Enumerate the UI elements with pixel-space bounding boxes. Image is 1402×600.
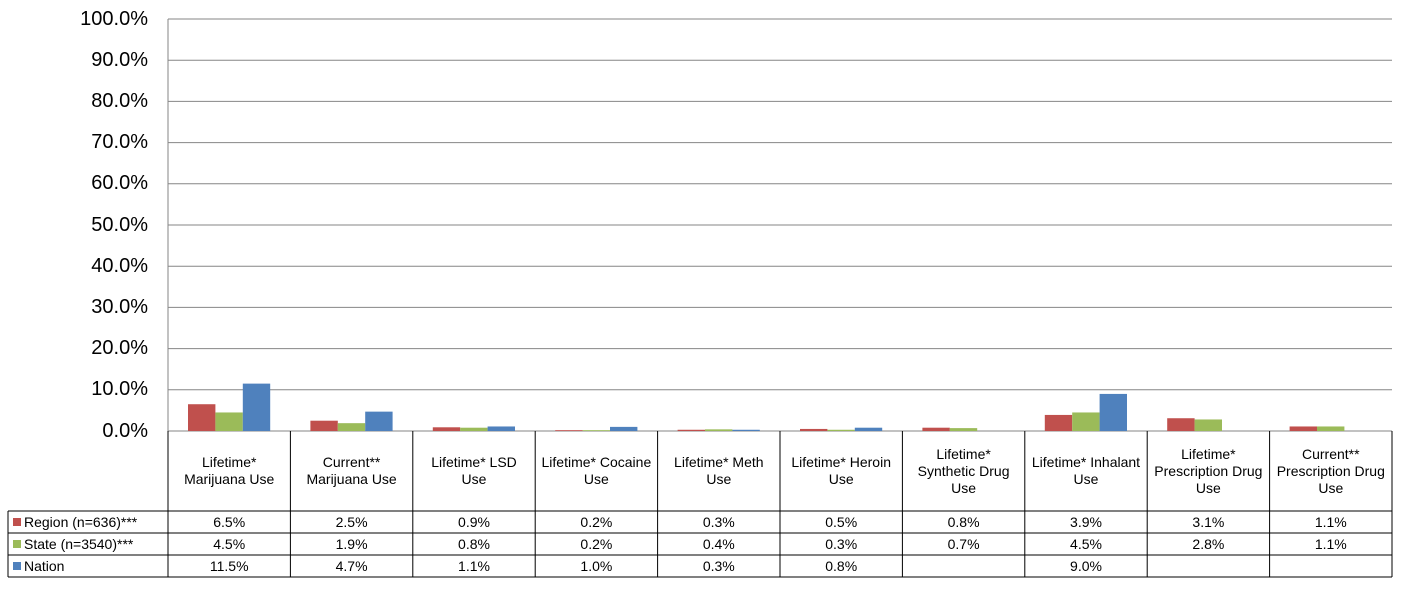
x-tick-label: Lifetime* Inhalant Use — [1031, 454, 1141, 487]
y-tick-label: 30.0% — [91, 295, 148, 318]
x-tick-label: Lifetime* Meth Use — [674, 454, 764, 487]
data-label: 0.3% — [702, 557, 735, 574]
data-label: 0.7% — [947, 535, 980, 552]
x-tick-label: Lifetime* Heroin Use — [791, 454, 891, 487]
bar — [188, 404, 216, 431]
bar — [827, 429, 855, 431]
bar — [1194, 419, 1222, 431]
bar — [555, 430, 583, 431]
data-label: 1.1% — [1314, 535, 1347, 552]
data-label: 3.9% — [1070, 513, 1102, 530]
bar — [732, 429, 760, 431]
data-label: 0.8% — [947, 513, 980, 530]
x-tick-label: Current** Prescription Drug Use — [1276, 445, 1385, 496]
data-label: 0.4% — [702, 535, 735, 552]
bar — [610, 426, 638, 431]
data-label: 11.5% — [209, 557, 249, 574]
bar — [310, 420, 338, 431]
x-tick-label: Lifetime* Cocaine Use — [541, 454, 652, 487]
x-tick-label: Lifetime* LSD Use — [431, 454, 517, 487]
data-label: 1.0% — [580, 557, 613, 574]
bar — [854, 427, 883, 431]
y-tick-label: 60.0% — [91, 172, 148, 195]
bar — [582, 430, 610, 431]
bar — [460, 427, 488, 431]
legend-swatch — [13, 518, 21, 526]
data-label: 1.9% — [335, 535, 368, 552]
bar — [922, 427, 950, 431]
data-label: 0.3% — [702, 513, 735, 530]
bar — [705, 429, 733, 431]
data-label: 0.3% — [825, 535, 858, 552]
bar — [1044, 414, 1073, 431]
data-label: 2.8% — [1192, 535, 1225, 552]
y-tick-label: 0.0% — [102, 419, 148, 442]
y-tick-label: 70.0% — [91, 131, 148, 154]
x-tick-label: Current** Marijuana Use — [306, 454, 397, 487]
data-label: 3.1% — [1192, 513, 1225, 530]
legend-label: Nation — [24, 557, 65, 574]
data-label: 0.5% — [825, 513, 858, 530]
data-label: 4.5% — [213, 535, 246, 552]
legend-swatch — [13, 562, 21, 570]
bar — [1317, 426, 1345, 431]
y-tick-label: 80.0% — [91, 89, 148, 112]
data-label: 0.2% — [580, 513, 613, 530]
data-label: 9.0% — [1070, 557, 1102, 574]
legend-swatch — [13, 540, 21, 548]
bar — [365, 411, 393, 431]
bar — [1167, 418, 1195, 431]
data-label: 1.1% — [1314, 513, 1347, 530]
x-tick-label: Lifetime* Marijuana Use — [184, 454, 275, 487]
bar — [800, 428, 828, 431]
bar — [337, 423, 366, 431]
x-tick-label: Lifetime* Prescription Drug Use — [1154, 445, 1263, 496]
data-label: 4.7% — [335, 557, 368, 574]
y-tick-label: 90.0% — [91, 48, 148, 71]
bar — [215, 412, 243, 431]
data-label: 6.5% — [213, 513, 246, 530]
legend-label: Region (n=636)*** — [24, 513, 138, 530]
bar — [1289, 426, 1317, 431]
y-tick-label: 10.0% — [91, 378, 148, 401]
bar — [1072, 412, 1100, 431]
data-label: 1.1% — [458, 557, 490, 574]
bar — [487, 426, 515, 431]
legend-label: State (n=3540)*** — [24, 535, 134, 552]
y-tick-label: 20.0% — [91, 337, 148, 360]
y-tick-label: 100.0% — [80, 7, 148, 30]
data-label: 0.2% — [580, 535, 613, 552]
y-tick-label: 50.0% — [91, 213, 148, 236]
bar — [949, 428, 978, 431]
y-tick-label: 40.0% — [91, 254, 148, 277]
data-label: 2.5% — [335, 513, 368, 530]
data-label: 0.9% — [458, 513, 490, 530]
x-tick-label: Lifetime* Synthetic Drug Use — [917, 445, 1010, 496]
data-label: 0.8% — [458, 535, 490, 552]
bar — [1099, 393, 1127, 431]
data-label: 4.5% — [1070, 535, 1102, 552]
bar — [677, 429, 705, 431]
bar — [242, 383, 271, 431]
bar — [432, 427, 461, 431]
data-label: 0.8% — [825, 557, 858, 574]
